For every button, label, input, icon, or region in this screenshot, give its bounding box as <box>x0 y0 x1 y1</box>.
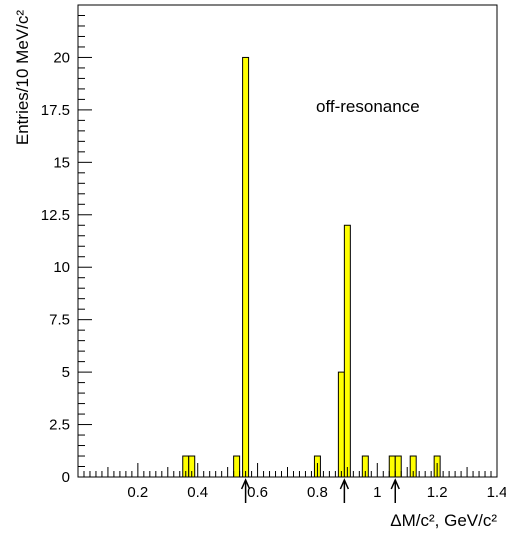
y-tick-label: 2.5 <box>49 417 70 434</box>
histogram-bars <box>182 56 441 478</box>
annotation-label: off-resonance <box>316 97 420 116</box>
histogram-bar-2 <box>233 455 241 478</box>
histogram-bar-3 <box>242 56 250 478</box>
histogram-bar-5 <box>337 371 345 478</box>
x-axis-ticks: 0.2 0.4 0.6 0.8 1 1.2 1.4 <box>77 463 506 501</box>
y-tick-label: 10 <box>53 259 70 276</box>
x-tick-label: 1.2 <box>427 484 448 501</box>
marker-arrow <box>339 478 350 503</box>
y-tick-label: 15 <box>53 154 70 171</box>
histogram-bar-6 <box>343 224 351 478</box>
y-axis-title: Entries/10 MeV/c² <box>13 10 32 145</box>
y-tick-label: 5 <box>62 364 70 381</box>
marker-arrow <box>240 478 251 503</box>
x-tick-label: 1.4 <box>487 484 506 501</box>
x-tick-label: 1 <box>373 484 381 501</box>
y-tick-label: 7.5 <box>49 312 70 329</box>
y-tick-label: 0 <box>62 469 70 486</box>
x-tick-label: 0.6 <box>247 484 268 501</box>
y-tick-label: 20 <box>53 49 70 66</box>
marker-arrow <box>390 478 400 503</box>
plot-frame <box>77 4 498 478</box>
x-tick-label: 0.4 <box>187 484 208 501</box>
x-tick-label: 0.8 <box>307 484 328 501</box>
y-axis-ticks: 0 2.5 5 7.5 10 12.5 15 17.5 20 <box>41 4 92 486</box>
histogram-bar-8 <box>388 455 396 478</box>
histogram-bar-9 <box>394 455 402 478</box>
x-axis-title: ΔM/c², GeV/c² <box>390 511 497 530</box>
y-tick-label: 12.5 <box>41 207 70 224</box>
x-tick-label: 0.2 <box>127 484 148 501</box>
y-tick-label: 17.5 <box>41 102 70 119</box>
marker-arrows <box>240 478 400 503</box>
